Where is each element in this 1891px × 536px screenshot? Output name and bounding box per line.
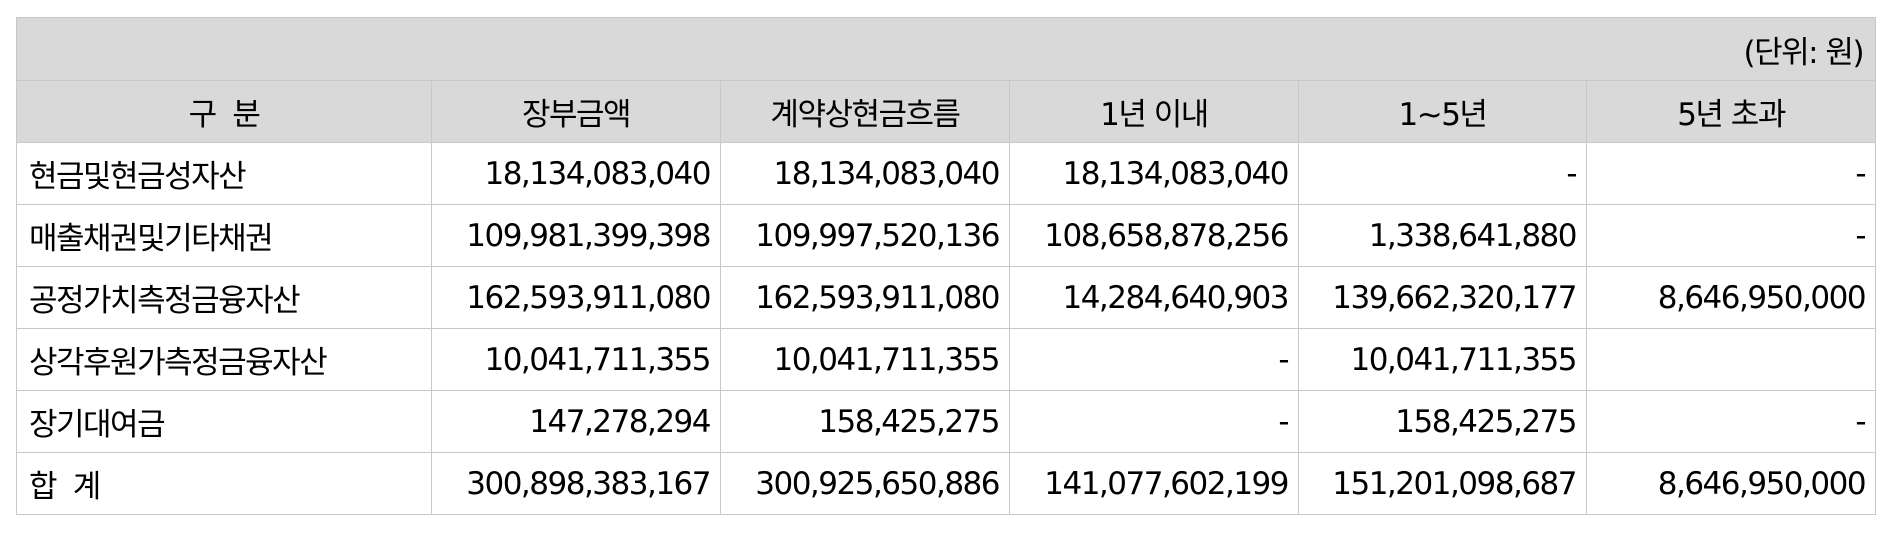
header-contractual-cash-flow: 계약상현금흐름: [720, 80, 1010, 143]
cell-value: 139,662,320,177: [1298, 266, 1587, 329]
total-row: 합 계 300,898,383,167 300,925,650,886 141,…: [16, 452, 1877, 515]
cell-value: -: [1009, 328, 1299, 391]
row-label: 매출채권및기타채권: [16, 204, 432, 267]
cell-value: 109,997,520,136: [720, 204, 1010, 267]
cell-value: -: [1009, 390, 1299, 453]
cell-value: -: [1585, 142, 1877, 205]
cell-value: 1,338,641,880: [1298, 204, 1587, 267]
row-label: 장기대여금: [16, 390, 432, 453]
total-label: 합 계: [16, 452, 432, 515]
header-1-to-5-years: 1~5년: [1298, 80, 1587, 143]
table-row: 현금및현금성자산 18,134,083,040 18,134,083,040 1…: [16, 142, 1877, 205]
cell-value: 300,925,650,886: [720, 452, 1010, 515]
cell-value: 18,134,083,040: [1009, 142, 1299, 205]
table-row: 상각후원가측정금융자산 10,041,711,355 10,041,711,35…: [16, 328, 1877, 391]
cell-value: 151,201,098,687: [1298, 452, 1587, 515]
cell-value: 147,278,294: [431, 390, 721, 453]
cell-value: 18,134,083,040: [431, 142, 721, 205]
cell-value: 300,898,383,167: [431, 452, 721, 515]
table-row: 매출채권및기타채권 109,981,399,398 109,997,520,13…: [16, 204, 1877, 267]
cell-value: 109,981,399,398: [431, 204, 721, 267]
header-book-value: 장부금액: [431, 80, 721, 143]
unit-row: (단위: 원): [15, 17, 1877, 81]
cell-value: 18,134,083,040: [720, 142, 1010, 205]
cell-value: 158,425,275: [720, 390, 1010, 453]
cell-value: -: [1585, 204, 1877, 267]
cell-value: 141,077,602,199: [1009, 452, 1299, 515]
cell-value: 158,425,275: [1298, 390, 1587, 453]
header-over-5-years: 5년 초과: [1585, 80, 1877, 143]
cell-value: 10,041,711,355: [431, 328, 721, 391]
cell-value: 8,646,950,000: [1585, 452, 1877, 515]
liquidity-table: (단위: 원) 구 분 장부금액 계약상현금흐름 1년 이내 1~5년 5년 초…: [15, 17, 1877, 515]
table-row: 장기대여금 147,278,294 158,425,275 - 158,425,…: [16, 390, 1877, 453]
header-within-1-year: 1년 이내: [1009, 80, 1299, 143]
cell-value: 10,041,711,355: [720, 328, 1010, 391]
row-label: 공정가치측정금융자산: [16, 266, 432, 329]
cell-value: 10,041,711,355: [1298, 328, 1587, 391]
unit-label: (단위: 원): [15, 17, 1877, 81]
cell-value: 8,646,950,000: [1585, 266, 1877, 329]
header-category: 구 분: [16, 80, 432, 143]
cell-value: 162,593,911,080: [431, 266, 721, 329]
cell-value: -: [1585, 390, 1877, 453]
header-row: 구 분 장부금액 계약상현금흐름 1년 이내 1~5년 5년 초과: [16, 80, 1877, 143]
row-label: 상각후원가측정금융자산: [16, 328, 432, 391]
cell-value: 14,284,640,903: [1009, 266, 1299, 329]
cell-value: 162,593,911,080: [720, 266, 1010, 329]
cell-value: [1585, 328, 1877, 391]
row-label: 현금및현금성자산: [16, 142, 432, 205]
cell-value: 108,658,878,256: [1009, 204, 1299, 267]
table-row: 공정가치측정금융자산 162,593,911,080 162,593,911,0…: [16, 266, 1877, 329]
cell-value: -: [1298, 142, 1587, 205]
